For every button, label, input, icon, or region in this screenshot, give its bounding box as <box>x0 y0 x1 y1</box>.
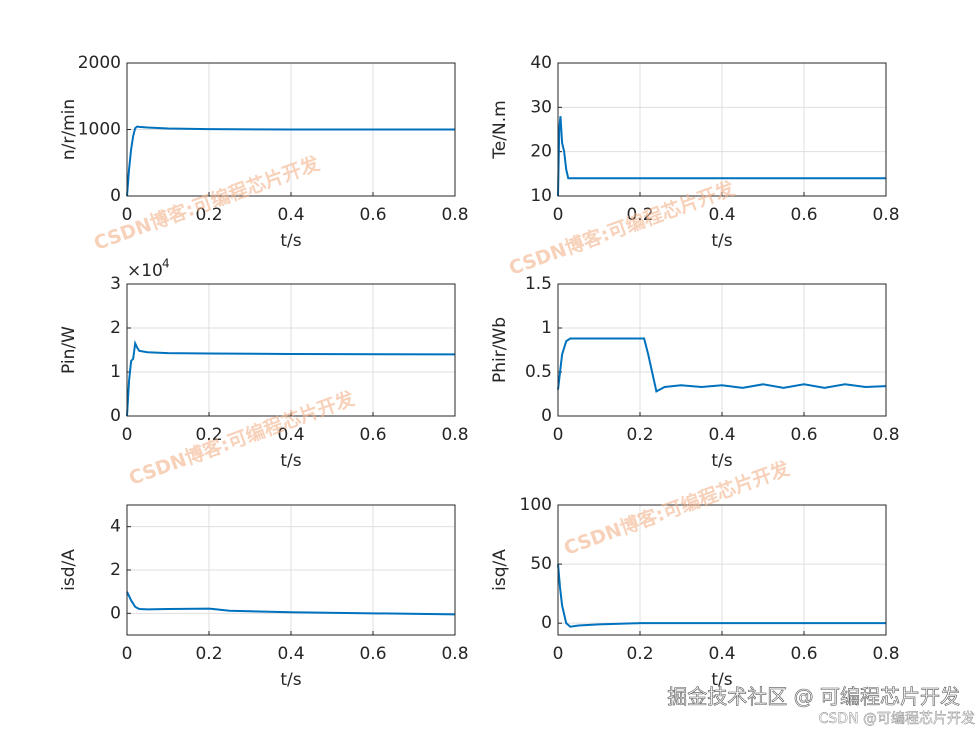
x-tick-label: 0.4 <box>708 205 735 225</box>
x-tick-label: 0.6 <box>359 425 386 445</box>
y-tick-label: 2000 <box>78 53 121 73</box>
data-line <box>557 564 886 628</box>
y-multiplier: ×10 <box>127 261 163 281</box>
data-line <box>126 591 456 616</box>
data-line <box>126 339 456 417</box>
x-axis-label: t/s <box>711 670 732 690</box>
y-tick-label: 20 <box>530 142 552 162</box>
x-tick-label: 0.2 <box>626 205 653 225</box>
x-tick-label: 0.6 <box>790 644 817 664</box>
x-axis-label: t/s <box>711 451 732 471</box>
x-tick-label: 0.6 <box>790 205 817 225</box>
x-tick-label: 0.2 <box>195 644 222 664</box>
x-tick-label: 0 <box>553 425 564 445</box>
x-axis-label: t/s <box>280 451 301 471</box>
x-axis-label: t/s <box>280 670 301 690</box>
x-tick-label: 0.8 <box>441 425 468 445</box>
y-tick-label: 10 <box>530 186 552 206</box>
x-tick-label: 0.2 <box>626 425 653 445</box>
corner-watermark: CSDN @可编程芯片开发 <box>819 711 975 727</box>
x-tick-label: 0.6 <box>790 425 817 445</box>
y-axis-label: Pin/W <box>59 326 79 374</box>
y-axis-label: Te/N.m <box>490 100 510 159</box>
axes-box <box>557 62 887 197</box>
y-tick-label: 0 <box>110 186 121 206</box>
y-axis-label: Phir/Wb <box>490 317 510 383</box>
footer-watermark: 掘金技术社区 @ 可编程芯片开发 <box>667 685 960 709</box>
y-tick-label: 2 <box>110 560 121 580</box>
y-tick-label: 0.5 <box>525 362 552 382</box>
y-multiplier-power: 4 <box>162 257 170 271</box>
y-tick-label: 4 <box>110 517 121 537</box>
x-tick-label: 0.2 <box>195 425 222 445</box>
x-axis-label: t/s <box>711 231 732 251</box>
x-tick-label: 0 <box>122 205 133 225</box>
y-axis-label: n/r/min <box>59 99 79 160</box>
y-tick-label: 2 <box>110 318 121 338</box>
y-tick-label: 0 <box>110 406 121 426</box>
y-axis-label: isq/A <box>490 549 510 591</box>
x-tick-label: 0.8 <box>441 205 468 225</box>
x-tick-label: 0 <box>553 644 564 664</box>
y-tick-label: 40 <box>530 53 552 73</box>
x-tick-label: 0.4 <box>708 644 735 664</box>
x-tick-label: 0.8 <box>441 644 468 664</box>
y-tick-label: 0 <box>541 406 552 426</box>
y-tick-label: 1 <box>110 362 121 382</box>
x-tick-label: 0.2 <box>626 644 653 664</box>
x-tick-label: 0 <box>122 644 133 664</box>
x-tick-label: 0.4 <box>277 205 304 225</box>
y-tick-label: 1 <box>541 318 552 338</box>
x-tick-label: 0.4 <box>708 425 735 445</box>
data-line <box>126 125 455 197</box>
x-tick-label: 0.4 <box>277 425 304 445</box>
x-tick-label: 0 <box>122 425 133 445</box>
axes-box <box>557 283 887 417</box>
y-tick-label: 30 <box>530 97 552 117</box>
x-axis-label: t/s <box>280 231 301 251</box>
y-tick-label: 0 <box>541 613 552 633</box>
x-tick-label: 0.6 <box>359 205 386 225</box>
data-line <box>557 116 886 197</box>
axes-box <box>557 504 887 636</box>
y-tick-label: 100 <box>520 495 552 515</box>
x-tick-label: 0 <box>553 205 564 225</box>
y-tick-label: 0 <box>110 603 121 623</box>
y-tick-label: 1.5 <box>525 274 552 294</box>
x-tick-label: 0.8 <box>872 644 899 664</box>
x-tick-label: 0.2 <box>195 205 222 225</box>
data-line <box>557 337 887 393</box>
y-tick-label: 1000 <box>78 120 121 140</box>
axes-box <box>126 504 456 636</box>
axes-box <box>126 283 456 417</box>
y-tick-label: 3 <box>110 274 121 294</box>
x-tick-label: 0.4 <box>277 644 304 664</box>
y-tick-label: 50 <box>530 554 552 574</box>
x-tick-label: 0.6 <box>359 644 386 664</box>
x-tick-label: 0.8 <box>872 425 899 445</box>
y-axis-label: isd/A <box>59 549 79 591</box>
axes-box <box>126 62 456 197</box>
x-tick-label: 0.8 <box>872 205 899 225</box>
